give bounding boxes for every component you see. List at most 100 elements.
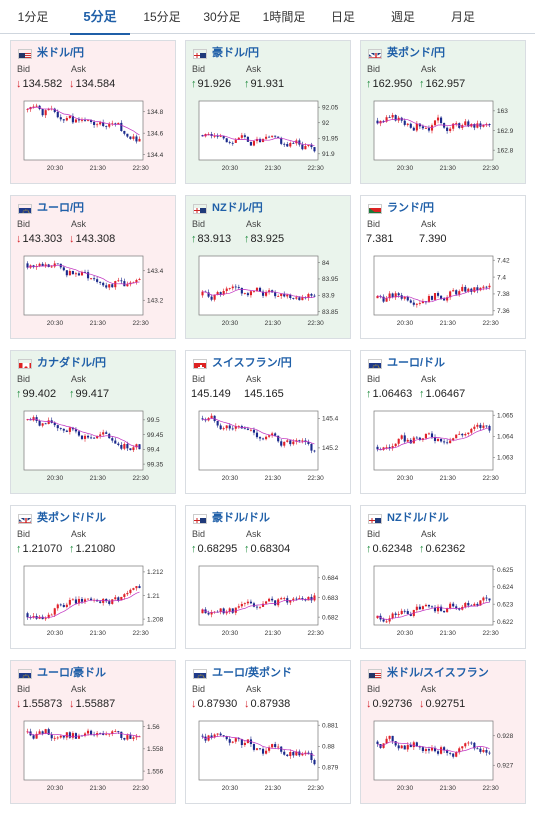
x-tick-label: 22:30 — [482, 320, 499, 327]
candle-body — [280, 137, 283, 144]
x-tick-label: 20:30 — [397, 475, 414, 482]
ask-price: 0.92751 — [425, 698, 466, 710]
x-tick-label: 21:30 — [265, 630, 282, 637]
tab-1hour[interactable]: 1時間足 — [262, 10, 306, 24]
currency-pair-card[interactable]: 英ポンド/円 Bid Ask ↑162.950 ↑162.957 163 162.9 162.… — [360, 40, 526, 184]
candle-body — [108, 601, 111, 604]
candle-body — [427, 296, 431, 303]
price-chart[interactable]: 84 83.95 83.9 83.85 20:30 21:30 22:30 — [196, 253, 346, 336]
candle-body — [433, 607, 437, 612]
currency-pair-card[interactable]: 米ドル/円 Bid Ask ↓134.582 ↓134.584 134.8 134.6 134… — [10, 40, 176, 184]
price-chart[interactable]: 0.684 0.683 0.682 20:30 21:30 22:30 — [196, 563, 346, 646]
price-chart[interactable]: 0.881 0.88 0.879 20:30 21:30 22:30 — [196, 718, 346, 801]
price-chart[interactable]: 0.928 0.927 20:30 21:30 22:30 — [371, 718, 521, 801]
candle-body — [228, 288, 231, 289]
currency-pair-name[interactable]: NZドル/円 — [212, 202, 263, 214]
currency-pair-card[interactable]: NZドル/円 Bid Ask ↑83.913 ↑83.925 84 83.95 83.9 83.… — [185, 195, 351, 339]
tab-daily[interactable]: 日足 — [330, 10, 355, 24]
candle-body — [304, 752, 307, 754]
price-chart[interactable]: 143.4 143.2 20:30 21:30 22:30 — [21, 253, 171, 336]
candle-body — [123, 738, 126, 740]
tab-monthly[interactable]: 月足 — [450, 10, 475, 24]
price-chart[interactable]: 145.4 145.2 20:30 21:30 22:30 — [196, 408, 346, 491]
currency-pair-name[interactable]: スイスフラン/円 — [212, 357, 292, 369]
candle-body — [476, 123, 479, 128]
candle-body — [38, 420, 41, 426]
ask-price: 7.390 — [419, 233, 447, 245]
bid-price: 91.926 — [197, 78, 232, 90]
currency-pair-name[interactable]: 英ポンド/ドル — [37, 512, 107, 524]
y-tick-label: 134.4 — [147, 152, 164, 159]
currency-pair-card[interactable]: ユーロ/豪ドル Bid Ask ↓1.55873 ↓1.55887 1.56 1.558 1.… — [10, 660, 176, 804]
currency-pair-name[interactable]: ユーロ/ドル — [387, 357, 446, 369]
price-chart[interactable]: 7.42 7.4 7.38 7.36 20:30 21:30 22:30 — [371, 253, 521, 336]
bid-label: Bid — [367, 684, 381, 694]
currency-pair-name[interactable]: 米ドル/スイスフラン — [387, 667, 489, 679]
currency-pair-card[interactable]: 英ポンド/ドル Bid Ask ↑1.21070 ↑1.21080 1.212 1.21 1.… — [10, 505, 176, 649]
ask-label: Ask — [71, 219, 87, 229]
candle-body — [406, 745, 409, 750]
price-chart[interactable]: 1.56 1.558 1.556 20:30 21:30 22:30 — [21, 718, 171, 801]
candle-body — [231, 741, 234, 743]
currency-pair-card[interactable]: ユーロ/円 Bid Ask ↓143.303 ↓143.308 143.4 143.2 20:… — [10, 195, 176, 339]
tab-30min[interactable]: 30分足 — [203, 10, 241, 24]
candle-body — [464, 121, 467, 126]
price-chart[interactable]: 92.05 92 91.95 91.9 20:30 21:30 22:30 — [196, 98, 346, 181]
candle-body — [433, 120, 437, 126]
candle-body — [138, 444, 141, 450]
candle-body — [222, 291, 225, 295]
x-tick-label: 22:30 — [482, 475, 499, 482]
candle-body — [421, 126, 424, 129]
currency-pair-name[interactable]: 米ドル/円 — [37, 47, 85, 59]
tab-weekly[interactable]: 週足 — [390, 10, 415, 24]
currency-pair-name[interactable]: カナダドル/円 — [37, 357, 107, 369]
currency-pair-name[interactable]: ユーロ/英ポンド — [212, 667, 293, 679]
price-chart[interactable]: 134.8 134.6 134.4 20:30 21:30 22:30 — [21, 98, 171, 181]
candle-body — [252, 429, 256, 433]
currency-pair-card[interactable]: 豪ドル/ドル Bid Ask ↑0.68295 ↑0.68304 0.684 0.683 0.… — [185, 505, 351, 649]
candle-body — [307, 442, 310, 444]
candle-body — [301, 297, 304, 301]
currency-pair-name[interactable]: ユーロ/円 — [37, 202, 85, 214]
currency-pair-card[interactable]: スイスフラン/円 Bid Ask 145.149 145.165 145.4 145.2 20… — [185, 350, 351, 494]
currency-pair-card[interactable]: ユーロ/ドル Bid Ask ↑1.06463 ↑1.06467 1.065 1.064 1.… — [360, 350, 526, 494]
currency-pair-card[interactable]: カナダドル/円 Bid Ask ↑99.402 ↑99.417 99.5 99.45 99.4… — [10, 350, 176, 494]
x-tick-label: 20:30 — [222, 630, 239, 637]
currency-pair-name[interactable]: 豪ドル/円 — [212, 47, 260, 59]
candle-body — [41, 109, 44, 116]
y-tick-label: 134.6 — [147, 130, 164, 137]
price-chart[interactable]: 99.5 99.45 99.4 99.35 20:30 21:30 22:30 — [21, 408, 171, 491]
candle-body — [120, 122, 123, 131]
tab-1min[interactable]: 1分足 — [17, 10, 49, 24]
currency-pair-card[interactable]: ユーロ/英ポンド Bid Ask ↓0.87930 ↓0.87938 0.881 0.88 0… — [185, 660, 351, 804]
bid-price: 1.21070 — [22, 543, 63, 555]
candle-body — [443, 298, 446, 301]
tab-15min[interactable]: 15分足 — [143, 10, 181, 24]
candle-body — [231, 286, 234, 289]
price-chart[interactable]: 0.625 0.624 0.623 0.622 20:30 21:30 22:30 — [371, 563, 521, 646]
candle-body — [403, 120, 406, 125]
x-tick-label: 20:30 — [397, 320, 414, 327]
candle-body — [418, 123, 421, 127]
candle-body — [452, 123, 455, 129]
y-tick-label: 83.95 — [322, 276, 339, 283]
price-chart[interactable]: 163 162.9 162.8 20:30 21:30 22:30 — [371, 98, 521, 181]
currency-pair-card[interactable]: 豪ドル/円 Bid Ask ↑91.926 ↑91.931 92.05 92 91.95 91.… — [185, 40, 351, 184]
currency-pair-card[interactable]: 米ドル/スイスフラン Bid Ask ↓0.92736 ↓0.92751 0.928 0.9… — [360, 660, 526, 804]
currency-pair-name[interactable]: ランド/円 — [387, 202, 435, 214]
bid-label: Bid — [192, 529, 206, 539]
candle-body — [283, 751, 286, 755]
price-chart[interactable]: 1.212 1.21 1.208 20:30 21:30 22:30 — [21, 563, 171, 646]
currency-pair-name[interactable]: ユーロ/豪ドル — [37, 667, 107, 679]
currency-pair-name[interactable]: NZドル/ドル — [387, 512, 449, 524]
currency-pair-card[interactable]: ランド/円 Bid Ask 7.381 7.390 7.42 7.4 7.38 7.36 20:3… — [360, 195, 526, 339]
candle-body — [90, 730, 93, 735]
tab-5min[interactable]: 5分足 — [70, 0, 130, 35]
y-tick-label: 145.4 — [322, 416, 339, 423]
price-chart[interactable]: 1.065 1.064 1.063 20:30 21:30 22:30 — [371, 408, 521, 491]
x-tick-label: 21:30 — [90, 165, 107, 172]
currency-pair-name[interactable]: 豪ドル/ドル — [212, 512, 271, 524]
currency-pair-name[interactable]: 英ポンド/円 — [387, 47, 446, 59]
x-tick-label: 21:30 — [90, 475, 107, 482]
currency-pair-card[interactable]: NZドル/ドル Bid Ask ↑0.62348 ↑0.62362 0.625 0.624 0… — [360, 505, 526, 649]
